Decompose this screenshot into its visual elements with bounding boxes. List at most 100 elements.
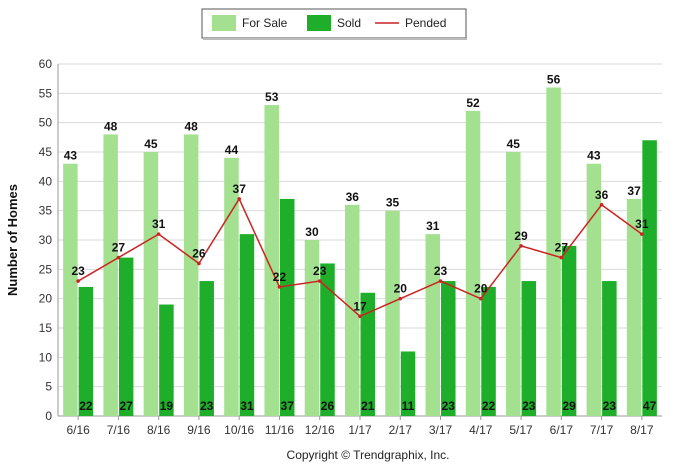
for-sale-bar xyxy=(63,163,78,416)
x-tick-label: 5/17 xyxy=(509,423,533,437)
for-sale-data-label: 48 xyxy=(104,119,118,133)
sold-bar xyxy=(561,245,577,416)
pended-data-label: 31 xyxy=(152,217,166,231)
sold-data-label: 23 xyxy=(442,399,456,413)
pended-point xyxy=(599,203,604,207)
x-tick-label: 6/16 xyxy=(66,423,90,437)
for-sale-data-label: 37 xyxy=(627,184,641,198)
for-sale-data-label: 44 xyxy=(225,143,239,157)
copyright-footer: Copyright © Trendgraphix, Inc. xyxy=(287,448,450,462)
sold-data-label: 23 xyxy=(522,399,536,413)
pended-point xyxy=(156,232,161,236)
sold-data-label: 47 xyxy=(643,399,657,413)
sold-bar xyxy=(360,292,375,416)
pended-point xyxy=(317,279,322,283)
x-axis-ticks: 6/16 7/16 8/16 9/16 10/16 11/16 12/16 1/17 2/17 3… xyxy=(66,416,654,437)
pended-data-label: 23 xyxy=(434,264,448,278)
for-sale-data-label: 52 xyxy=(466,96,480,110)
for-sale-bar xyxy=(264,105,279,417)
sold-data-label: 21 xyxy=(361,399,375,413)
for-sale-data-label: 53 xyxy=(265,90,279,104)
for-sale-bar xyxy=(465,110,481,416)
pended-point xyxy=(559,255,564,260)
pended-data-label: 37 xyxy=(233,182,247,196)
pended-point xyxy=(519,244,523,248)
sold-data-label: 29 xyxy=(562,399,576,413)
x-tick-label: 2/17 xyxy=(389,423,413,437)
x-tick-label: 11/16 xyxy=(265,423,294,437)
pended-point xyxy=(116,255,121,260)
pended-point xyxy=(237,197,241,201)
sold-bar xyxy=(320,263,335,416)
for-sale-data-label: 35 xyxy=(386,196,400,210)
for-sale-data-label: 48 xyxy=(185,119,199,133)
bars xyxy=(63,87,657,417)
pended-point xyxy=(277,285,282,289)
for-sale-data-label: 56 xyxy=(547,72,561,86)
legend-box xyxy=(201,8,467,39)
x-tick-label: 12/16 xyxy=(305,423,335,437)
pended-data-label: 26 xyxy=(192,246,206,260)
x-tick-label: 9/16 xyxy=(187,423,211,437)
pended-point xyxy=(640,232,644,236)
pended-point xyxy=(76,279,80,283)
for-sale-bar xyxy=(586,163,602,416)
x-tick-label: 3/17 xyxy=(429,423,453,437)
for-sale-bar xyxy=(143,152,159,416)
x-tick-label: 7/17 xyxy=(590,423,614,437)
y-tick-label: 25 xyxy=(39,262,53,276)
sold-bar xyxy=(78,286,94,416)
y-tick-label: 5 xyxy=(45,380,52,394)
for-sale-data-label: 43 xyxy=(64,149,78,163)
pended-data-label: 29 xyxy=(514,229,528,243)
y-axis-ticks: 0 5 10 15 20 25 30 35 40 45 50 55 60 xyxy=(39,57,53,423)
y-axis-label: Number of Homes xyxy=(5,184,20,296)
y-tick-label: 30 xyxy=(39,233,53,247)
for-sale-data-label: 31 xyxy=(426,219,440,233)
data-labels: 43 22 48 27 45 19 48 23 44 31 53 37 30 26 36 21 35 11 31 23… xyxy=(64,72,657,413)
x-tick-label: 8/16 xyxy=(147,423,171,437)
sold-data-label: 22 xyxy=(79,399,93,413)
pended-point xyxy=(479,296,483,301)
pended-data-label: 27 xyxy=(555,241,569,255)
sold-bar xyxy=(400,351,416,416)
sold-data-label: 26 xyxy=(321,399,335,413)
for-sale-data-label: 45 xyxy=(144,137,158,151)
sold-data-label: 22 xyxy=(482,399,496,413)
x-tick-label: 1/17 xyxy=(348,423,372,437)
sold-bar xyxy=(118,257,134,416)
sold-data-label: 27 xyxy=(119,399,133,413)
for-sale-data-label: 30 xyxy=(305,225,319,239)
x-tick-label: 10/16 xyxy=(224,423,254,437)
for-sale-bar xyxy=(304,240,320,416)
y-tick-label: 20 xyxy=(39,292,53,306)
for-sale-bar xyxy=(385,210,400,416)
y-tick-label: 40 xyxy=(39,174,53,188)
legend-label-sold: Sold xyxy=(337,16,361,30)
sold-bar xyxy=(521,281,537,416)
sold-data-label: 23 xyxy=(603,399,617,413)
sold-data-label: 37 xyxy=(281,399,295,413)
for-sale-bar xyxy=(546,87,561,416)
for-sale-data-label: 43 xyxy=(587,149,601,163)
for-sale-data-label: 36 xyxy=(346,190,360,204)
sold-data-label: 31 xyxy=(240,399,254,413)
y-tick-label: 55 xyxy=(39,86,53,100)
x-tick-label: 4/17 xyxy=(469,423,493,437)
pended-point xyxy=(358,314,362,319)
pended-data-label: 23 xyxy=(313,264,327,278)
y-tick-label: 0 xyxy=(45,409,52,423)
sold-bar xyxy=(159,304,174,416)
legend-label-pended: Pended xyxy=(405,16,446,30)
legend-swatch-for-sale xyxy=(212,15,236,31)
sold-bar xyxy=(279,198,295,416)
legend-label-for-sale: For Sale xyxy=(242,16,288,30)
pended-data-label: 23 xyxy=(71,264,85,278)
sold-data-label: 23 xyxy=(200,399,214,413)
pended-data-label: 22 xyxy=(273,270,287,284)
legend-swatch-sold xyxy=(307,15,331,31)
y-tick-label: 15 xyxy=(39,321,53,335)
legend: For Sale Sold Pended xyxy=(201,8,467,40)
for-sale-data-label: 45 xyxy=(507,137,521,151)
